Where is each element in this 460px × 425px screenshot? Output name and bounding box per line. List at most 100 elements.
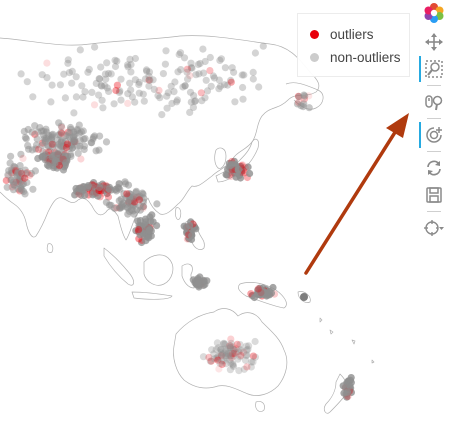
non-outlier-point[interactable] (124, 210, 132, 218)
non-outlier-point[interactable] (101, 70, 109, 78)
non-outlier-point[interactable] (45, 162, 53, 170)
non-outlier-point[interactable] (235, 367, 243, 375)
non-outlier-point[interactable] (126, 79, 134, 87)
non-outlier-point[interactable] (84, 182, 92, 190)
non-outlier-point[interactable] (210, 74, 218, 82)
non-outlier-point[interactable] (84, 68, 92, 76)
non-outlier-point[interactable] (121, 180, 130, 188)
non-outlier-point[interactable] (239, 83, 247, 92)
non-outlier-point[interactable] (146, 76, 154, 84)
legend-item-non-outliers[interactable]: non-outliers (310, 47, 401, 67)
outlier-point[interactable] (18, 169, 26, 177)
non-outlier-point[interactable] (78, 82, 86, 90)
non-outlier-point[interactable] (242, 352, 250, 360)
non-outlier-point[interactable] (31, 122, 39, 130)
non-outlier-point[interactable] (163, 92, 171, 100)
outlier-point[interactable] (214, 356, 222, 364)
non-outlier-point[interactable] (217, 350, 225, 359)
non-outlier-point[interactable] (17, 70, 25, 78)
non-outlier-point[interactable] (242, 342, 250, 350)
non-outlier-point[interactable] (69, 132, 77, 140)
outlier-point[interactable] (227, 78, 235, 86)
non-outlier-point[interactable] (183, 68, 191, 76)
non-outlier-point[interactable] (188, 64, 196, 72)
non-outlier-point[interactable] (199, 353, 208, 361)
non-outlier-point[interactable] (255, 83, 263, 91)
non-outlier-point[interactable] (129, 202, 138, 210)
non-outlier-point[interactable] (162, 47, 170, 55)
non-outlier-point[interactable] (95, 91, 103, 99)
non-outlier-point[interactable] (220, 357, 228, 365)
pan-tool-icon[interactable] (421, 29, 447, 55)
non-outlier-point[interactable] (223, 350, 231, 358)
non-outlier-point[interactable] (189, 103, 197, 111)
non-outlier-point[interactable] (139, 90, 147, 98)
non-outlier-point[interactable] (141, 75, 149, 83)
non-outlier-point[interactable] (244, 345, 252, 353)
non-outlier-point[interactable] (236, 353, 244, 361)
non-outlier-point[interactable] (192, 71, 200, 79)
outlier-point[interactable] (145, 76, 153, 84)
non-outlier-point[interactable] (33, 135, 41, 143)
non-outlier-point[interactable] (135, 80, 143, 89)
non-outlier-point[interactable] (230, 68, 238, 76)
non-outlier-point[interactable] (137, 222, 145, 230)
non-outlier-point[interactable] (209, 72, 217, 80)
non-outlier-point[interactable] (215, 76, 223, 84)
non-outlier-point[interactable] (214, 353, 222, 361)
non-outlier-point[interactable] (173, 96, 181, 104)
non-outlier-point[interactable] (218, 350, 226, 358)
non-outlier-point[interactable] (47, 134, 55, 142)
non-outlier-point[interactable] (229, 360, 237, 368)
non-outlier-point[interactable] (147, 217, 155, 225)
non-outlier-point[interactable] (143, 67, 151, 75)
non-outlier-point[interactable] (56, 81, 64, 89)
non-outlier-point[interactable] (98, 82, 106, 90)
non-outlier-point[interactable] (187, 59, 195, 67)
outlier-point[interactable] (2, 176, 10, 185)
non-outlier-point[interactable] (300, 100, 308, 108)
non-outlier-point[interactable] (153, 222, 161, 230)
non-outlier-point[interactable] (220, 339, 228, 347)
outlier-point[interactable] (233, 340, 241, 348)
outlier-point[interactable] (218, 360, 226, 368)
non-outlier-point[interactable] (110, 204, 119, 212)
non-outlier-point[interactable] (228, 351, 236, 359)
outlier-point[interactable] (226, 352, 234, 360)
non-outlier-point[interactable] (104, 69, 113, 78)
non-outlier-point[interactable] (81, 88, 89, 96)
non-outlier-point[interactable] (177, 66, 185, 74)
non-outlier-point[interactable] (220, 81, 229, 89)
non-outlier-point[interactable] (207, 82, 215, 90)
outlier-point[interactable] (95, 184, 103, 192)
non-outlier-point[interactable] (251, 49, 259, 57)
non-outlier-point[interactable] (136, 202, 144, 210)
non-outlier-point[interactable] (22, 170, 30, 178)
non-outlier-point[interactable] (228, 64, 236, 72)
non-outlier-point[interactable] (110, 100, 118, 108)
non-outlier-point[interactable] (227, 342, 235, 350)
non-outlier-point[interactable] (224, 81, 232, 89)
non-outlier-point[interactable] (7, 152, 15, 160)
non-outlier-point[interactable] (150, 85, 158, 93)
non-outlier-point[interactable] (127, 68, 135, 76)
non-outlier-point[interactable] (202, 76, 210, 84)
non-outlier-point[interactable] (29, 185, 37, 193)
non-outlier-point[interactable] (226, 344, 234, 352)
non-outlier-point[interactable] (97, 63, 105, 71)
non-outlier-point[interactable] (89, 191, 97, 199)
non-outlier-point[interactable] (206, 53, 214, 62)
non-outlier-point[interactable] (113, 57, 121, 65)
non-outlier-point[interactable] (240, 365, 248, 373)
non-outlier-point[interactable] (199, 69, 208, 77)
non-outlier-point[interactable] (156, 94, 164, 102)
non-outlier-point[interactable] (142, 66, 151, 74)
non-outlier-point[interactable] (98, 96, 106, 104)
non-outlier-point[interactable] (229, 362, 238, 371)
outlier-point[interactable] (155, 86, 163, 94)
outlier-point[interactable] (249, 352, 257, 360)
non-outlier-point[interactable] (241, 356, 250, 364)
non-outlier-point[interactable] (226, 366, 234, 374)
non-outlier-point[interactable] (247, 358, 255, 366)
non-outlier-point[interactable] (158, 111, 166, 119)
